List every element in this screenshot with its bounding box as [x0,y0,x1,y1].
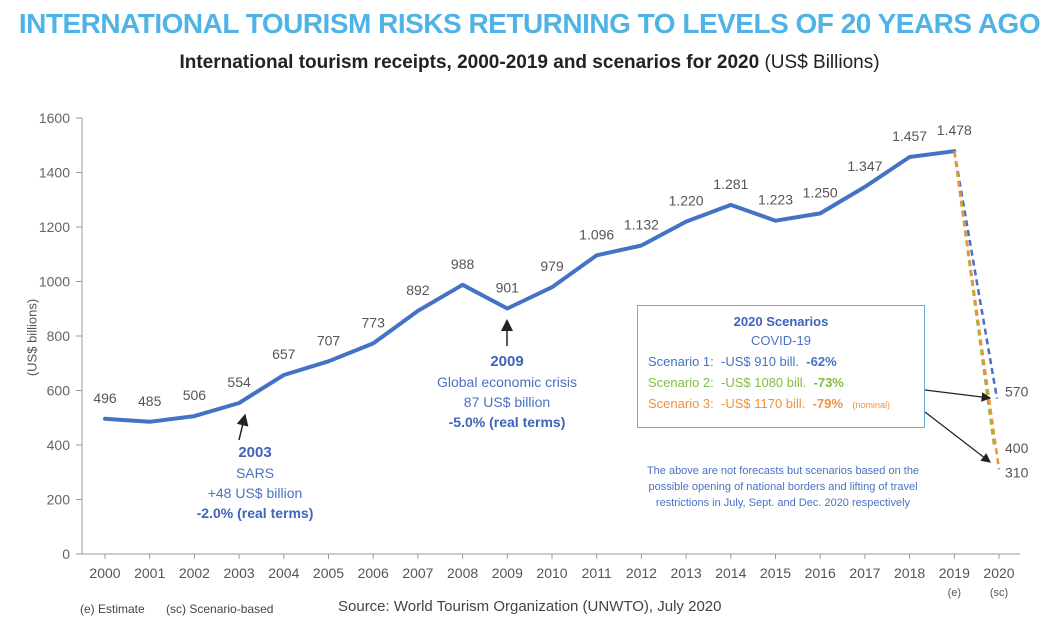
x-tick-label: 2002 [179,565,210,581]
x-tick-label: 2015 [760,565,791,581]
data-label: 892 [406,282,430,298]
crisis-name: Global economic crisis [436,374,578,390]
data-label: 485 [138,393,162,409]
x-tick-label: 2003 [224,565,255,581]
subtitle-unit: (US$ Billions) [764,52,880,73]
scenario-line [953,151,999,399]
scenario-pct: -62% [806,354,837,369]
chart-subtitle: International tourism receipts, 2000-201… [0,52,1059,74]
sars-amount: +48 US$ billion [207,485,303,501]
crisis-real: -5.0% (real terms) [448,414,566,430]
scenario-note: (nominal) [852,400,891,410]
y-tick-label: 600 [47,383,71,399]
sars-real: -2.0% (real terms) [196,505,314,521]
y-tick-label: 800 [47,328,71,344]
scenario-value-label: 310 [1005,465,1029,481]
x-tick-label: 2013 [671,565,702,581]
x-tick-sublabel: (sc) [990,587,1008,599]
y-tick-label: 200 [47,492,71,508]
footer-legend: (e) Estimate (sc) Scenario-based [80,602,273,616]
x-tick-label: 2001 [134,565,165,581]
x-tick-label: 2018 [894,565,925,581]
scenario-disclaimer: The above are not forecasts but scenario… [646,465,920,509]
scenario-key: (sc) Scenario-based [166,602,274,616]
data-label: 707 [317,332,341,348]
sars-arrow [236,413,249,441]
sars-annotation: 2003 SARS +48 US$ billion -2.0% (real te… [170,443,340,523]
scenario-box-title: 2020 Scenarios [733,314,829,329]
chart-title: INTERNATIONAL TOURISM RISKS RETURNING TO… [18,8,1041,39]
x-tick-label: 2016 [805,565,836,581]
data-label: 1.457 [892,128,927,144]
scenario-pointer-arrow [924,411,991,463]
data-label: 1.250 [803,184,838,200]
scenario-value-label: 400 [1005,440,1029,456]
x-tick-label: 2012 [626,565,657,581]
data-label: 1.096 [579,226,614,242]
x-tick-label: 2005 [313,565,344,581]
data-label: 1.223 [758,192,793,208]
data-label: 1.132 [624,217,659,233]
sars-year: 2003 [238,444,272,461]
x-tick-label: 2000 [89,565,120,581]
data-label: 773 [362,314,386,330]
y-tick-label: 400 [47,437,71,453]
scenario-box-subtitle: COVID-19 [751,333,811,348]
scenario-box: 2020 Scenarios COVID-19 Scenario 1: -US$… [637,305,925,428]
x-tick-label: 2006 [358,565,389,581]
scenario-label: Scenario 1: [648,354,714,369]
data-label: 496 [93,390,117,406]
crisis-annotation: 2009 Global economic crisis 87 US$ billi… [412,352,602,432]
scenario-amount: -US$ 1170 bill. [721,396,806,411]
y-tick-label: 1600 [39,110,70,126]
scenario-pct: -79% [812,396,843,411]
data-label: 1.478 [937,122,972,138]
scenario-amount: -US$ 910 bill. [721,354,800,369]
x-tick-label: 2011 [582,565,612,581]
y-tick-label: 1000 [39,274,70,290]
x-tick-label: 2008 [447,565,478,581]
x-tick-label: 2010 [536,565,567,581]
x-tick-label: 2004 [268,565,299,581]
data-label: 1.220 [669,193,704,209]
scenario-row-2: Scenario 2: -US$ 1080 bill. -73% [648,375,924,390]
x-tick-label: 2020 [983,565,1014,581]
data-label: 901 [496,279,520,295]
estimate-key: (e) Estimate [80,602,145,616]
subtitle-main: International tourism receipts, 2000-201… [179,52,760,73]
y-tick-label: 1200 [39,219,70,235]
x-tick-label: 2007 [402,565,433,581]
scenario-pointer-arrow [924,389,992,402]
scenario-label: Scenario 3: [648,396,714,411]
crisis-amount: 87 US$ billion [463,394,551,410]
x-tick-label: 2014 [715,565,746,581]
series-line [103,149,957,424]
x-tick-label: 2019 [939,565,970,581]
y-tick-label: 0 [62,546,70,562]
x-tick-sublabel: (e) [948,587,961,599]
scenario-row-1: Scenario 1: -US$ 910 bill. -62% [648,354,924,369]
x-tick-label: 2009 [492,565,523,581]
scenario-amount: -US$ 1080 bill. [721,375,807,390]
data-label: 657 [272,346,296,362]
data-label: 1.347 [847,158,882,174]
scenario-label: Scenario 2: [648,375,714,390]
x-tick-label: 2017 [849,565,880,581]
scenario-row-3: Scenario 3: -US$ 1170 bill. -79% (nomina… [648,396,924,411]
data-label: 979 [540,258,564,274]
data-label: 506 [183,387,207,403]
scenario-value-label: 570 [1005,384,1029,400]
source-note: Source: World Tourism Organization (UNWT… [338,598,722,615]
y-tick-label: 1400 [39,165,70,181]
scenario-line [953,151,1001,470]
crisis-year: 2009 [490,353,524,370]
data-label: 988 [451,256,475,272]
sars-name: SARS [235,465,275,481]
data-label: 1.281 [713,176,748,192]
data-label: 554 [227,374,251,390]
scenario-pct: -73% [813,375,844,390]
